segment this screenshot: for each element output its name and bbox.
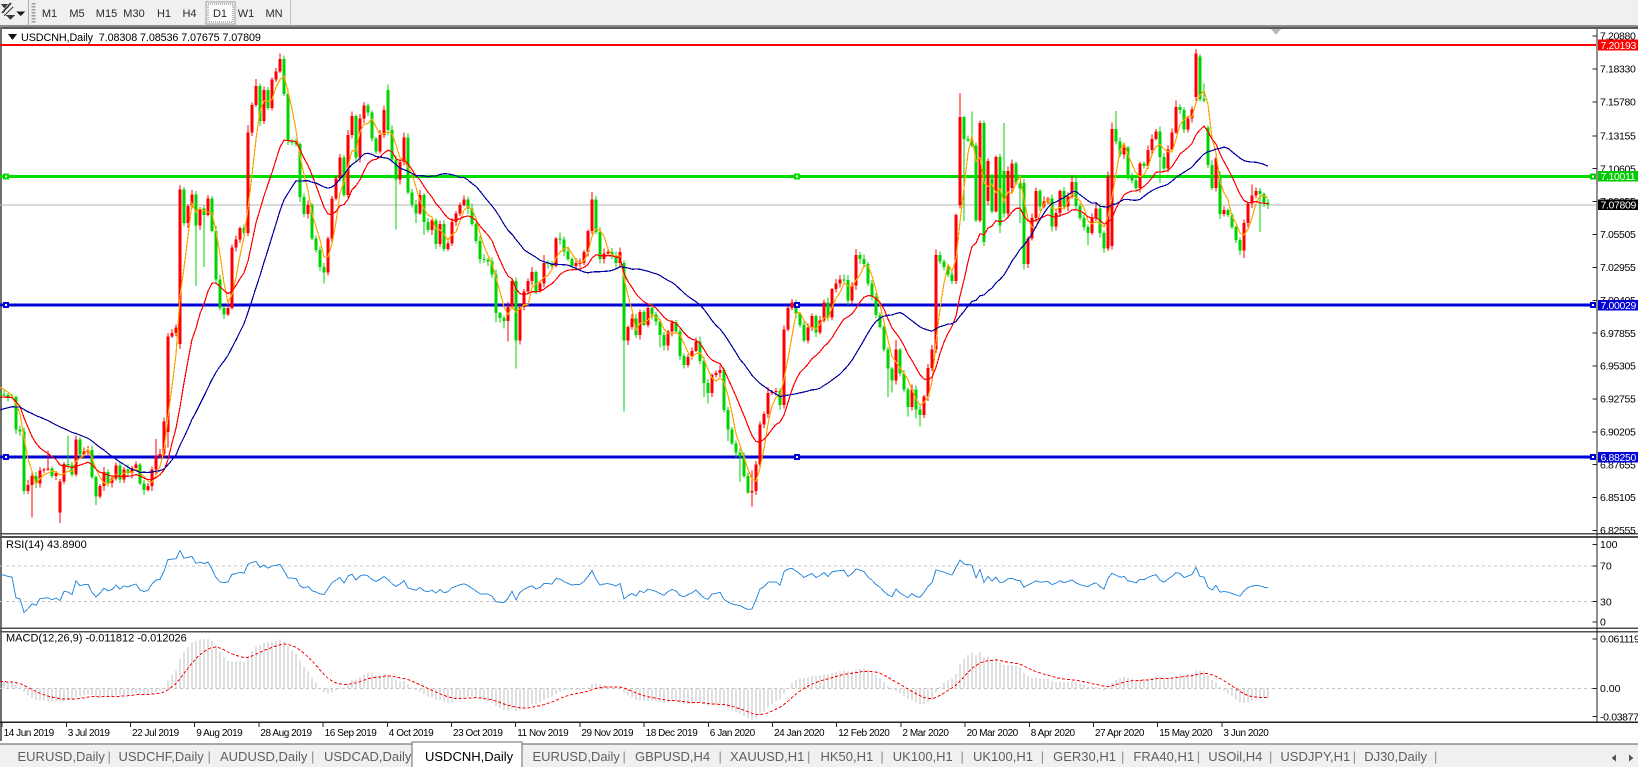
svg-text:H1: H1: [157, 8, 171, 20]
svg-text:|: |: [1434, 749, 1437, 764]
svg-text:16 Sep 2019: 16 Sep 2019: [325, 728, 378, 739]
svg-text:7.10011: 7.10011: [1601, 171, 1636, 183]
svg-text:|: |: [1197, 749, 1200, 764]
svg-text:M15: M15: [96, 8, 117, 20]
svg-text:USDCNH,Daily 7.08308 7.08536: USDCNH,Daily 7.08308 7.08536 7.07675 7.0…: [21, 32, 261, 44]
svg-text:22 Jul 2019: 22 Jul 2019: [132, 728, 180, 739]
svg-text:|: |: [719, 749, 722, 764]
svg-text:24 Jan 2020: 24 Jan 2020: [774, 728, 825, 739]
svg-text:USDCAD,Daily: USDCAD,Daily: [324, 749, 412, 764]
svg-text:M5: M5: [69, 8, 84, 20]
svg-text:|: |: [1041, 749, 1044, 764]
svg-text:|: |: [1121, 749, 1124, 764]
svg-text:AUDUSD,Daily: AUDUSD,Daily: [220, 749, 308, 764]
svg-text:|: |: [208, 749, 211, 764]
svg-text:7.07809: 7.07809: [1601, 200, 1637, 212]
svg-text:3 Jun 2020: 3 Jun 2020: [1223, 728, 1269, 739]
svg-text:DJ30,Daily: DJ30,Daily: [1364, 749, 1427, 764]
svg-text:USOil,H4: USOil,H4: [1208, 749, 1262, 764]
svg-text:GER30,H1: GER30,H1: [1053, 749, 1116, 764]
svg-text:7.00029: 7.00029: [1601, 300, 1637, 312]
svg-text:|: |: [1269, 749, 1272, 764]
svg-text:0.061119: 0.061119: [1600, 633, 1638, 645]
svg-text:USDCNH,Daily: USDCNH,Daily: [425, 749, 514, 764]
svg-text:M1: M1: [42, 8, 57, 20]
svg-text:7.15780: 7.15780: [1600, 97, 1636, 109]
svg-text:HK50,H1: HK50,H1: [821, 749, 874, 764]
svg-text:|: |: [1353, 749, 1356, 764]
svg-text:7.18330: 7.18330: [1600, 64, 1636, 76]
svg-text:|: |: [108, 749, 111, 764]
svg-text:28 Aug 2019: 28 Aug 2019: [260, 728, 312, 739]
svg-text:W1: W1: [238, 8, 255, 20]
svg-text:15 May 2020: 15 May 2020: [1159, 728, 1213, 739]
svg-text:|: |: [311, 749, 314, 764]
svg-text:3 Jul 2019: 3 Jul 2019: [68, 728, 111, 739]
svg-text:6.90205: 6.90205: [1600, 426, 1636, 438]
svg-text:20 Mar 2020: 20 Mar 2020: [967, 728, 1019, 739]
svg-text:7.13155: 7.13155: [1600, 130, 1636, 142]
svg-text:XAUUSD,H1: XAUUSD,H1: [730, 749, 804, 764]
svg-text:USDCHF,Daily: USDCHF,Daily: [119, 749, 205, 764]
svg-text:23 Oct 2019: 23 Oct 2019: [453, 728, 503, 739]
svg-text:6.97855: 6.97855: [1600, 328, 1636, 340]
svg-text:6.92755: 6.92755: [1600, 394, 1636, 406]
svg-text:7.05505: 7.05505: [1600, 229, 1636, 241]
svg-text:0.00: 0.00: [1600, 683, 1621, 695]
svg-text:6.95305: 6.95305: [1600, 361, 1636, 373]
svg-text:6.88250: 6.88250: [1601, 452, 1637, 464]
svg-text:MN: MN: [265, 8, 282, 20]
svg-text:7.20193: 7.20193: [1601, 40, 1637, 52]
svg-text:M30: M30: [123, 8, 144, 20]
svg-text:8 Apr 2020: 8 Apr 2020: [1031, 728, 1076, 739]
svg-text:UK100,H1: UK100,H1: [893, 749, 953, 764]
svg-text:6.82555: 6.82555: [1600, 525, 1636, 537]
svg-text:FRA40,H1: FRA40,H1: [1133, 749, 1194, 764]
svg-text:GBPUSD,H4: GBPUSD,H4: [635, 749, 710, 764]
svg-text:H4: H4: [182, 8, 196, 20]
svg-text:EURUSD,Daily: EURUSD,Daily: [18, 749, 106, 764]
svg-text:D1: D1: [213, 8, 227, 20]
svg-text:|: |: [880, 749, 883, 764]
svg-text:USDJPY,H1: USDJPY,H1: [1280, 749, 1350, 764]
svg-text:MACD(12,26,9) -0.011812 -0.012: MACD(12,26,9) -0.011812 -0.012026: [6, 633, 187, 645]
svg-text:18 Dec 2019: 18 Dec 2019: [646, 728, 699, 739]
svg-text:-0.038772: -0.038772: [1600, 711, 1638, 723]
svg-text:2 Mar 2020: 2 Mar 2020: [902, 728, 949, 739]
svg-text:|: |: [623, 749, 626, 764]
svg-text:27 Apr 2020: 27 Apr 2020: [1095, 728, 1145, 739]
svg-text:EURUSD,Daily: EURUSD,Daily: [533, 749, 621, 764]
svg-text:|: |: [807, 749, 810, 764]
svg-text:70: 70: [1600, 561, 1612, 573]
svg-text:6.85105: 6.85105: [1600, 492, 1636, 504]
svg-text:11 Nov 2019: 11 Nov 2019: [517, 728, 569, 739]
svg-text:14 Jun 2019: 14 Jun 2019: [4, 728, 55, 739]
svg-text:9 Aug 2019: 9 Aug 2019: [196, 728, 243, 739]
svg-text:100: 100: [1600, 539, 1618, 551]
svg-text:|: |: [961, 749, 964, 764]
svg-text:29 Nov 2019: 29 Nov 2019: [581, 728, 634, 739]
svg-text:7.02955: 7.02955: [1600, 262, 1636, 274]
svg-text:30: 30: [1600, 596, 1612, 608]
svg-text:4 Oct 2019: 4 Oct 2019: [389, 728, 434, 739]
svg-text:RSI(14) 43.8900: RSI(14) 43.8900: [6, 539, 87, 551]
svg-text:6 Jan 2020: 6 Jan 2020: [710, 728, 756, 739]
svg-text:12 Feb 2020: 12 Feb 2020: [838, 728, 890, 739]
svg-text:0: 0: [1600, 616, 1606, 628]
svg-text:UK100,H1: UK100,H1: [973, 749, 1033, 764]
